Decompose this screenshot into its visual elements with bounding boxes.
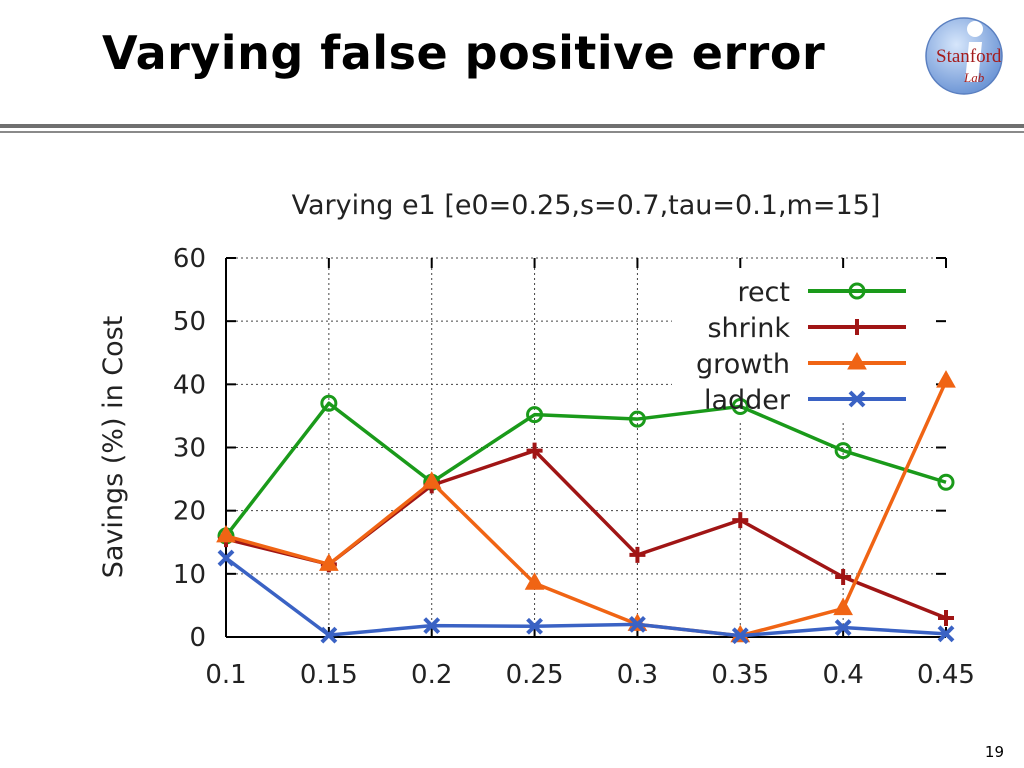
data-point-ladder	[629, 615, 646, 633]
x-tick-label: 0.3	[617, 660, 658, 690]
data-point-shrink	[629, 546, 646, 563]
series-line-growth	[225, 380, 948, 638]
data-point-rect	[834, 442, 852, 460]
legend-marker-growth	[847, 351, 867, 370]
logo-text-lab: Lab	[963, 70, 985, 85]
data-point-shrink	[938, 610, 954, 627]
series-line-shrink	[225, 448, 947, 620]
x-tick-label: 0.25	[506, 660, 564, 690]
data-point-rect	[937, 473, 955, 491]
legend-marker-ladder	[848, 390, 866, 408]
legend-label-ladder: ladder	[704, 385, 791, 416]
data-point-shrink	[526, 442, 543, 459]
data-point-shrink	[835, 568, 852, 585]
data-point-growth	[216, 524, 236, 543]
x-tick-label: 0.15	[300, 660, 358, 690]
x-tick-label: 0.2	[411, 660, 452, 690]
series-line-rect	[224, 401, 947, 538]
legend-marker-rect	[848, 282, 866, 300]
data-point-rect	[526, 406, 544, 424]
data-point-ladder	[731, 627, 749, 645]
data-point-ladder	[320, 626, 338, 644]
data-point-ladder	[937, 625, 955, 643]
data-point-growth	[421, 471, 442, 489]
legend-label-growth: growth	[696, 349, 790, 380]
chart-title: Varying e1 [e0=0.25,s=0.7,tau=0.1,m=15]	[292, 190, 881, 221]
stanford-lab-logo: Stanford Lab	[925, 17, 1003, 95]
y-tick-label: 60	[173, 244, 206, 274]
data-point-rect	[628, 410, 646, 428]
y-tick-label: 10	[173, 560, 206, 590]
x-tick-label: 0.4	[822, 660, 863, 690]
data-point-growth	[524, 572, 545, 590]
page-number: 19	[984, 743, 1004, 761]
y-tick-label: 50	[173, 307, 206, 337]
legend-entry-rect: rect	[737, 277, 906, 308]
data-point-shrink	[732, 512, 749, 529]
y-tick-label: 0	[189, 623, 206, 653]
data-point-growth	[319, 553, 339, 571]
y-tick-label: 40	[173, 370, 206, 400]
series-ladder	[217, 549, 955, 645]
logo-text-stanford: Stanford	[936, 46, 1002, 67]
series-line-ladder	[224, 556, 947, 638]
legend-background	[672, 268, 936, 420]
x-tick-label: 0.1	[205, 660, 246, 690]
legend-label-rect: rect	[737, 277, 790, 308]
legend-entry-ladder: ladder	[704, 385, 906, 416]
y-axis-label: Savings (%) in Cost	[98, 316, 129, 579]
y-tick-label: 20	[173, 497, 206, 527]
legend-entry-growth: growth	[696, 349, 906, 380]
legend-marker-shrink	[849, 319, 865, 335]
title-divider-thin	[0, 131, 1024, 133]
data-point-ladder	[834, 619, 852, 636]
title-divider	[0, 124, 1024, 128]
data-point-growth	[833, 597, 853, 616]
slide-title: Varying false positive error	[102, 26, 826, 80]
data-point-rect	[731, 397, 749, 415]
data-point-ladder	[526, 617, 543, 635]
data-point-growth	[936, 370, 956, 388]
data-point-ladder	[217, 549, 235, 567]
x-tick-label: 0.35	[711, 660, 769, 690]
data-point-ladder	[423, 617, 441, 635]
x-tick-label: 0.45	[917, 660, 975, 690]
y-tick-label: 30	[173, 434, 206, 464]
data-point-rect	[320, 394, 338, 412]
legend-entry-shrink: shrink	[707, 313, 906, 344]
legend-label-shrink: shrink	[707, 313, 790, 344]
